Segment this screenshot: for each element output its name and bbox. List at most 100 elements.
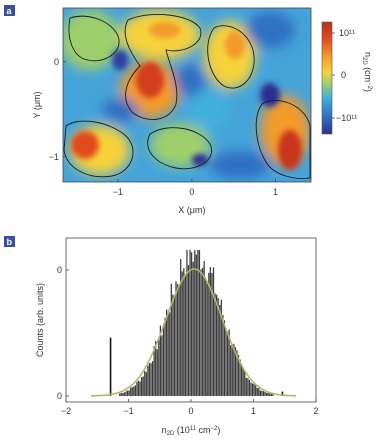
histogram-bar xyxy=(162,325,165,396)
colorbar-tick-label: 10¹¹ xyxy=(339,28,355,38)
histogram-bar xyxy=(245,377,247,396)
histogram-bar xyxy=(170,283,172,396)
histogram-bar xyxy=(209,267,212,396)
histogram-bar xyxy=(148,363,151,396)
histogram-bar xyxy=(267,392,269,396)
histogram-bar xyxy=(236,350,238,396)
histogram-bar xyxy=(200,269,202,396)
histogram-bar xyxy=(186,250,188,396)
histogram-bar xyxy=(228,329,230,396)
panel-b-badge xyxy=(4,236,15,247)
x-tick-label: 2 xyxy=(313,406,318,416)
histogram-bar xyxy=(197,250,199,396)
histogram-outlier-bar xyxy=(281,391,284,396)
histogram-bar xyxy=(255,385,257,396)
histogram-bar xyxy=(172,294,174,396)
histogram-bar xyxy=(198,250,201,396)
histogram-bar xyxy=(208,272,210,396)
histogram-bar xyxy=(164,317,166,396)
gaussian-fit-curve xyxy=(91,268,296,397)
histogram-bar xyxy=(189,250,191,396)
histogram-bar xyxy=(150,363,152,396)
histogram-bar xyxy=(142,376,144,396)
histogram-bar xyxy=(270,393,272,396)
histogram-bar xyxy=(251,383,254,396)
histogram-bar xyxy=(175,281,177,396)
panel-a-badge xyxy=(4,5,15,16)
histogram-x-axis-label: n2D (1011 cm−2) xyxy=(162,425,221,437)
histogram-bar xyxy=(187,265,190,396)
histogram-bar xyxy=(167,314,169,396)
colorbar-tick-label: 0 xyxy=(341,70,346,80)
x-tick-label: −2 xyxy=(61,406,71,416)
histogram-bar xyxy=(137,380,140,396)
histogram-bar xyxy=(144,370,146,396)
histogram-bar xyxy=(214,293,216,396)
histogram-bar xyxy=(244,371,246,396)
histogram-bar xyxy=(211,272,213,396)
map-y-axis-label: Y (μm) xyxy=(32,91,42,118)
histogram-bar xyxy=(233,343,235,396)
histogram-bar xyxy=(241,364,243,396)
map-x-ticks xyxy=(63,61,276,182)
density-map xyxy=(63,8,311,182)
histogram-bar xyxy=(151,361,154,396)
histogram-bar xyxy=(259,390,262,396)
x-tick-label: 0 xyxy=(188,406,193,416)
histogram-bar xyxy=(136,381,138,396)
histogram-y-axis-label: Counts (arb. units) xyxy=(35,283,45,357)
histogram-bar xyxy=(264,392,266,396)
histogram-bar xyxy=(125,391,127,396)
histogram-bar xyxy=(261,390,263,396)
histogram-bar xyxy=(178,286,180,396)
histogram-bar xyxy=(133,386,135,396)
histogram-bar xyxy=(231,347,233,396)
map-y-tick-label: 0 xyxy=(54,57,59,67)
histogram-bar xyxy=(192,261,194,396)
histogram-bar xyxy=(169,312,171,396)
histogram-bar xyxy=(156,349,158,396)
histogram-bar xyxy=(126,390,129,396)
histogram-bar xyxy=(248,380,251,396)
histogram-bar xyxy=(131,387,133,396)
histogram-bar xyxy=(253,384,255,396)
histogram-bar xyxy=(226,334,229,396)
histogram-bar xyxy=(216,294,218,396)
histogram-bar xyxy=(183,268,185,396)
map-frame xyxy=(62,7,312,183)
histogram-bar xyxy=(155,340,157,396)
histogram-bar xyxy=(173,296,176,396)
histogram-bar xyxy=(212,267,215,396)
histogram-bar xyxy=(223,320,226,396)
x-tick-label: 1 xyxy=(251,406,256,416)
histogram-bar xyxy=(180,259,182,396)
histogram-outlier-bar xyxy=(109,337,112,396)
histogram-bar xyxy=(217,298,219,396)
histogram-bar xyxy=(225,329,227,396)
map-y-tick-label: −1 xyxy=(49,152,59,162)
histogram-bar xyxy=(230,345,232,396)
histogram-x-ticks: −2 −1 0 1 2 xyxy=(61,399,319,416)
colorbar: 10¹¹ 0 −10¹¹ n2D (cm−2) xyxy=(321,21,373,135)
histogram-bar xyxy=(220,299,222,396)
histogram-bar xyxy=(247,378,249,396)
histogram-bar xyxy=(134,385,137,396)
histogram-bar xyxy=(195,254,197,396)
histogram-bar xyxy=(234,347,237,396)
panel-a: a xyxy=(4,5,373,215)
histogram-bar xyxy=(147,365,149,396)
histogram-y-tick-label: 0 xyxy=(57,391,62,401)
histogram-bar xyxy=(266,392,268,396)
histogram-bar xyxy=(176,284,179,396)
histogram-bar xyxy=(184,276,187,396)
histogram-bar xyxy=(130,387,132,396)
histogram-bar xyxy=(222,314,224,396)
colorbar-tick-label: −10¹¹ xyxy=(336,113,357,123)
histogram-bar xyxy=(242,368,244,396)
histogram-bar xyxy=(145,372,147,396)
histogram-bar xyxy=(161,335,163,396)
histogram-bars xyxy=(109,250,284,396)
histogram-bar xyxy=(122,392,124,396)
zero-contours xyxy=(63,14,311,179)
